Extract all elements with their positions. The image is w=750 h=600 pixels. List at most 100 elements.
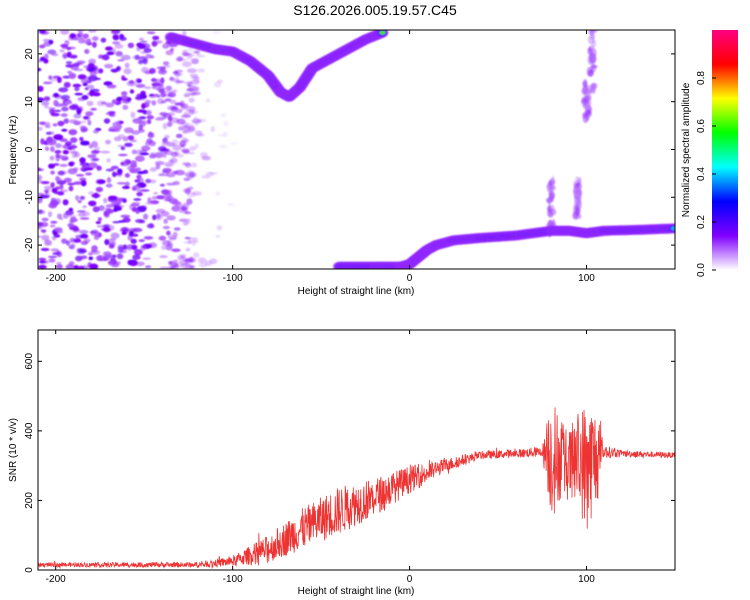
heatmap-cell: [131, 130, 141, 135]
heatmap-cell: [105, 139, 111, 145]
heatmap-cell: [165, 244, 173, 251]
heatmap-cell: [133, 249, 143, 256]
heatmap-cell: [55, 186, 60, 191]
heatmap-cell: [79, 157, 86, 164]
page-title: S126.2026.005.19.57.C45: [293, 2, 457, 18]
y-tick-label: 10: [24, 96, 35, 108]
heatmap-cell: [91, 141, 98, 148]
heatmap-cell: [122, 185, 130, 190]
heatmap-cell: [183, 81, 194, 85]
heatmap-cell: [89, 88, 100, 93]
heatmap-cell: [82, 116, 89, 120]
heatmap-cell: [65, 61, 73, 65]
heatmap-cell: [129, 139, 138, 143]
heatmap-cell: [118, 197, 125, 202]
y-tick-label: 600: [24, 353, 35, 370]
heatmap-cell: [151, 100, 157, 106]
heatmap-cell: [146, 31, 156, 35]
snr-series-line: [38, 407, 675, 570]
heatmap-cell: [131, 244, 138, 250]
heatmap-cell: [57, 213, 62, 219]
heatmap-cell: [159, 183, 165, 187]
heatmap-cell: [127, 259, 137, 263]
heatmap-cell: [588, 72, 594, 78]
heatmap-cell: [38, 168, 45, 172]
heatmap-cell: [134, 54, 140, 60]
heatmap-cell: [91, 193, 101, 198]
heatmap-cell: [148, 242, 157, 249]
heatmap-cell: [104, 63, 114, 69]
heatmap-cell: [154, 78, 162, 85]
heatmap-cell: [50, 182, 55, 188]
heatmap-cell: [132, 254, 141, 260]
heatmap-cell: [114, 43, 124, 49]
heatmap-cell: [154, 117, 165, 121]
heatmap-cell: [110, 257, 116, 264]
heatmap-cell: [142, 169, 149, 174]
heatmap-cell: [50, 170, 55, 175]
heatmap-cell: [106, 158, 111, 163]
heatmap-cell: [88, 30, 97, 33]
heatmap-cell: [38, 178, 43, 184]
heatmap-cell: [50, 199, 59, 207]
heatmap-cell: [127, 135, 135, 141]
heatmap-cell: [199, 152, 208, 158]
heatmap-cell: [589, 15, 592, 21]
heatmap-cell: [149, 154, 157, 159]
heatmap-cell: [115, 51, 123, 57]
heatmap-cell: [69, 55, 78, 59]
heatmap-cell: [587, 14, 593, 23]
heatmap-cell: [63, 177, 72, 183]
x-tick-label: -100: [223, 273, 243, 284]
snr-panel: -200 -100 0 100 0 200 400 600 Height of straigh…: [8, 329, 676, 597]
heatmap-cell: [159, 266, 168, 269]
heatmap-cell: [171, 248, 181, 252]
heatmap-cell: [116, 123, 122, 130]
heatmap-cell: [142, 58, 148, 65]
heatmap-cell: [215, 234, 221, 238]
heatmap-cell: [69, 150, 79, 154]
heatmap-cell: [140, 205, 147, 211]
heatmap-cell: [129, 168, 139, 174]
heatmap-cell: [62, 52, 68, 59]
heatmap-cell: [82, 40, 92, 44]
heatmap-cell: [41, 101, 50, 106]
heatmap-cell: [191, 58, 199, 65]
heatmap-cell: [95, 178, 105, 185]
heatmap-cell: [80, 120, 87, 124]
heatmap-cell: [172, 181, 180, 186]
heatmap-cell: [121, 77, 128, 81]
heatmap-cell: [71, 144, 76, 151]
heatmap-cell: [59, 49, 65, 53]
heatmap-cell: [124, 62, 130, 68]
heatmap-cell: [68, 261, 75, 266]
y-tick-label: 20: [24, 48, 35, 60]
heatmap-cell: [103, 210, 110, 217]
heatmap-cell: [106, 51, 115, 56]
colorbar-tick-label: 0.8: [696, 71, 707, 85]
heatmap-cell: [180, 256, 186, 259]
heatmap-cell: [88, 256, 94, 261]
colorbar-tick-label: 0.6: [696, 119, 707, 133]
heatmap-cell: [44, 146, 50, 152]
heatmap-cell: [46, 137, 54, 144]
heatmap-cell: [62, 199, 69, 206]
heatmap-cell: [158, 88, 165, 94]
heatmap-cell: [40, 181, 50, 185]
heatmap-cell: [54, 150, 62, 154]
heatmap-cell: [47, 255, 58, 259]
heatmap-cell: [174, 169, 185, 176]
heatmap-cell: [138, 128, 145, 133]
heatmap-cell: [111, 99, 117, 104]
heatmap-cell: [82, 205, 87, 209]
colorbar-tick-label: 0.4: [696, 167, 707, 181]
heatmap-cell: [135, 155, 145, 162]
heatmap-cell: [128, 80, 135, 84]
heatmap-cell: [190, 110, 198, 114]
heatmap-cell: [158, 146, 167, 152]
heatmap-cell: [77, 199, 82, 204]
heatmap-cell: [48, 75, 53, 80]
heatmap-cell: [94, 145, 100, 153]
heatmap-cell: [121, 231, 127, 235]
heatmap-cell: [45, 131, 52, 135]
